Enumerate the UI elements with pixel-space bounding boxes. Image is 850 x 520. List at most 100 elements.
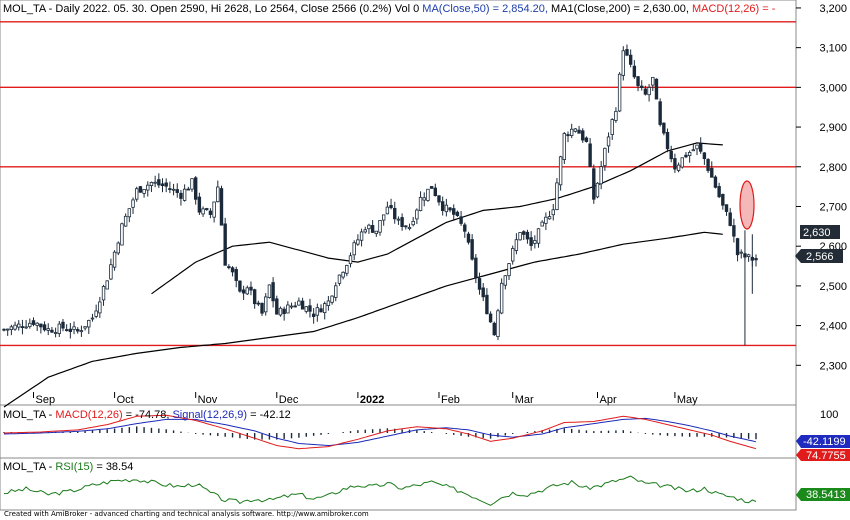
candle bbox=[522, 230, 526, 241]
horizontal-levels bbox=[0, 21, 796, 347]
candle bbox=[267, 284, 272, 299]
candle bbox=[352, 240, 356, 261]
candle bbox=[367, 223, 371, 234]
candle bbox=[175, 183, 179, 198]
time-axis: Sep Oct Nov Dec 2022 Feb Mar Apr May bbox=[32, 392, 698, 406]
candle bbox=[337, 274, 342, 286]
candle bbox=[529, 231, 533, 251]
time-tick-label: Dec bbox=[279, 394, 299, 406]
candle bbox=[101, 284, 106, 306]
svg-text:2,630: 2,630 bbox=[803, 227, 831, 239]
macd-tag: 74.7755 bbox=[796, 449, 850, 462]
candle bbox=[588, 137, 592, 168]
candle bbox=[665, 128, 670, 153]
candle bbox=[264, 293, 268, 316]
candle bbox=[105, 280, 109, 290]
time-tick-label: 2022 bbox=[360, 394, 384, 406]
candle bbox=[348, 252, 353, 268]
candle bbox=[614, 107, 618, 123]
candle bbox=[278, 306, 283, 317]
candle bbox=[404, 225, 408, 230]
rsi-header: MOL_TA - RSI(15) = 38.54 bbox=[3, 461, 133, 473]
time-tick-label: Feb bbox=[441, 394, 460, 406]
time-tick-label: Nov bbox=[198, 394, 218, 406]
macd-prefix: MOL_TA - bbox=[3, 409, 55, 421]
time-tick-label: Mar bbox=[515, 394, 534, 406]
rsi-prefix: MOL_TA - bbox=[3, 461, 55, 473]
candle bbox=[706, 158, 710, 173]
candle bbox=[481, 283, 485, 302]
candle bbox=[238, 280, 242, 293]
price-tick-label: 2,900 bbox=[819, 122, 847, 134]
candle bbox=[300, 297, 305, 310]
candle bbox=[212, 201, 216, 223]
macd-header: MOL_TA - MACD(12,26) = -74.78, Signal(12… bbox=[3, 409, 291, 421]
candle bbox=[282, 306, 286, 321]
candle bbox=[713, 175, 718, 189]
candle bbox=[374, 230, 379, 237]
candle bbox=[691, 143, 696, 152]
candle bbox=[728, 207, 732, 227]
candle bbox=[437, 195, 441, 206]
candle bbox=[429, 186, 434, 189]
macd-lines bbox=[3, 414, 757, 450]
candle bbox=[562, 132, 567, 164]
candle bbox=[518, 232, 522, 241]
price-tick-label: 2,700 bbox=[819, 201, 847, 213]
candle bbox=[289, 302, 294, 310]
signal-label: Signal(12,26,9) bbox=[172, 409, 247, 421]
candle bbox=[116, 241, 120, 256]
ma50-line bbox=[151, 142, 723, 295]
candle bbox=[76, 327, 80, 334]
candle bbox=[149, 181, 154, 193]
macd-value: = -74.78, bbox=[123, 409, 173, 421]
candle bbox=[440, 196, 445, 216]
candle bbox=[603, 147, 607, 171]
svg-text:38.5413: 38.5413 bbox=[806, 489, 846, 501]
candle bbox=[474, 254, 478, 284]
candle bbox=[223, 217, 227, 266]
candle bbox=[533, 235, 537, 249]
candle bbox=[61, 318, 65, 332]
time-tick-label: May bbox=[677, 394, 698, 406]
candle bbox=[710, 161, 714, 178]
candle bbox=[452, 204, 456, 220]
rsi-line bbox=[3, 475, 757, 506]
time-tick-label: Oct bbox=[117, 394, 134, 406]
candle bbox=[573, 128, 578, 133]
candle bbox=[378, 219, 382, 236]
rsi-path bbox=[3, 475, 757, 506]
candle bbox=[503, 275, 508, 290]
candle bbox=[157, 173, 161, 188]
candle bbox=[606, 132, 611, 153]
candle bbox=[566, 131, 570, 143]
candle bbox=[131, 197, 135, 214]
candle bbox=[496, 308, 500, 341]
candle bbox=[286, 301, 290, 314]
candle bbox=[72, 321, 76, 335]
macd-label: MACD(12,26) bbox=[55, 409, 122, 421]
price-tick-label: 2,800 bbox=[819, 162, 847, 174]
candle bbox=[415, 208, 419, 225]
candle bbox=[2, 328, 6, 332]
candle bbox=[127, 208, 132, 223]
candle bbox=[160, 178, 165, 193]
header-ma50: MA(Close,50) = 2,854.20, bbox=[422, 3, 548, 15]
candle bbox=[385, 201, 390, 215]
candle bbox=[721, 193, 725, 210]
candle bbox=[488, 311, 493, 323]
candle bbox=[249, 281, 253, 296]
candle bbox=[326, 296, 331, 311]
candle bbox=[190, 178, 194, 192]
highlight-ellipse bbox=[739, 180, 755, 230]
header-macd: MACD(12,26) = - bbox=[689, 3, 776, 15]
candle bbox=[547, 210, 552, 220]
candle bbox=[186, 186, 191, 191]
candle bbox=[735, 237, 740, 262]
candle bbox=[311, 308, 316, 324]
candle bbox=[684, 152, 688, 159]
candle bbox=[341, 271, 345, 280]
price-tick-label: 3,000 bbox=[819, 82, 847, 94]
candle bbox=[396, 216, 401, 225]
rsi-label: RSI(15) bbox=[55, 461, 93, 473]
